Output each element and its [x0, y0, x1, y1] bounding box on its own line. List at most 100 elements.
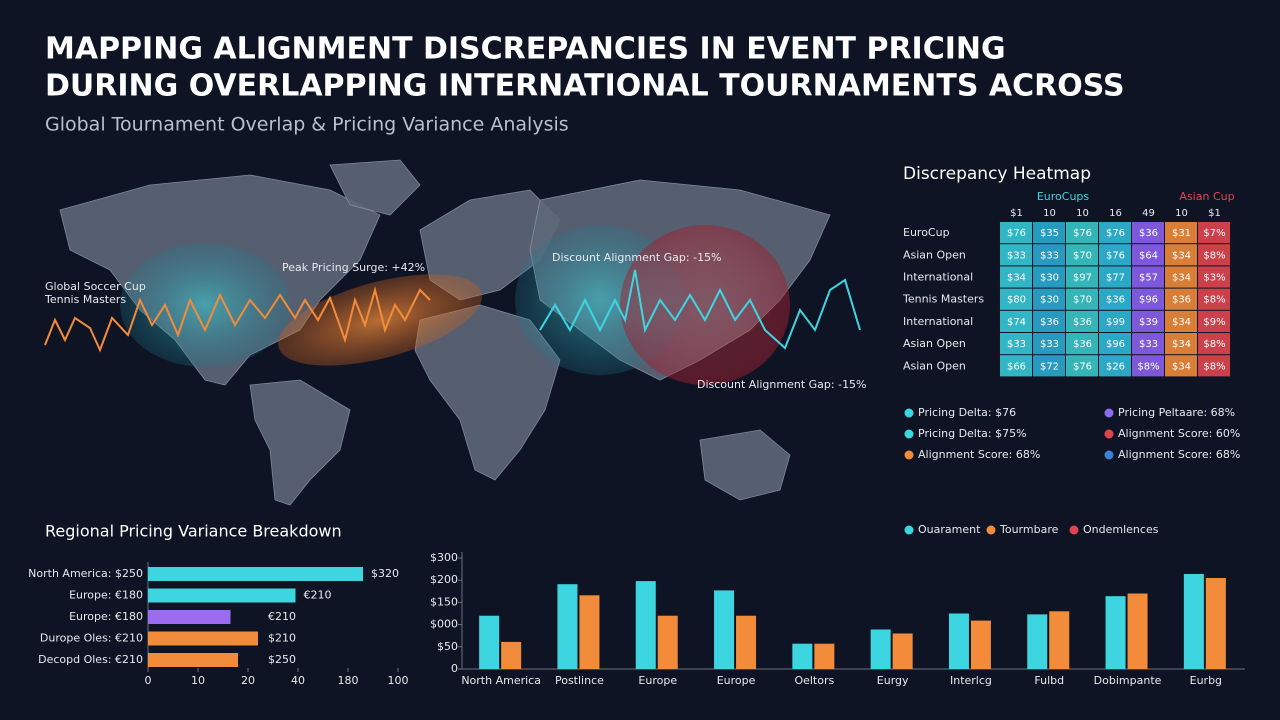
heatmap-cell: [1165, 244, 1197, 266]
content: MAPPING ALIGNMENT DISCREPANCIES IN EVENT…: [28, 32, 1245, 687]
greenland: [329, 159, 421, 216]
bar: [1049, 611, 1070, 669]
heatmap-column: 49: [1142, 208, 1155, 219]
heatmap-cell: [1132, 266, 1164, 288]
heatmap-cell: [1000, 266, 1032, 288]
bar: [1183, 573, 1204, 669]
bar: [148, 567, 363, 581]
bar: [579, 595, 600, 669]
heatmap-cell: [1000, 310, 1032, 332]
heatmap-cell: [1132, 244, 1164, 266]
map-annotation: Discount Alignment Gap: -15%: [552, 251, 722, 264]
heatmap-cell-text: $97: [1073, 273, 1092, 284]
title: MAPPING ALIGNMENT DISCREPANCIES IN EVENT…: [45, 32, 1006, 67]
heatmap-cell-text: $76: [1007, 228, 1026, 239]
heatmap-cell: [1198, 222, 1230, 244]
heatmap-cell: [1132, 333, 1164, 355]
heatmap-title: Discrepancy Heatmap: [903, 164, 1091, 184]
heatmap-cell-text: $9%: [1203, 317, 1225, 328]
heatmap-cell: [1099, 244, 1131, 266]
legend-dot: [1069, 525, 1079, 535]
heatmap-cell-text: $8%: [1203, 295, 1225, 306]
heatmap-row-label: Tennis Masters: [902, 293, 984, 306]
heatmap-cell: [1033, 310, 1065, 332]
south-america: [249, 379, 351, 506]
heatmap-cell: [1033, 355, 1065, 377]
map-annotation: Discount Alignment Gap: -15%: [697, 378, 867, 391]
heatmap-cell: [1099, 333, 1131, 355]
heatmap-cell: [1000, 244, 1032, 266]
legend-dot: [1104, 429, 1114, 439]
bar: [501, 641, 522, 669]
heatmap-cell-text: $34: [1172, 339, 1191, 350]
heatmap-cell-text: $34: [1172, 317, 1191, 328]
legend-text: Alignment Score: 68%: [918, 448, 1040, 461]
heatmap-cell-text: $99: [1106, 317, 1125, 328]
map-annotation: Peak Pricing Surge: +42%: [282, 261, 425, 274]
heatmap-cell: [1132, 310, 1164, 332]
heatmap-column: 10: [1076, 208, 1089, 219]
bar-note: €210: [268, 610, 296, 623]
y-tick-label: Europe: €180: [69, 589, 143, 602]
heatmap-cell-text: $33: [1040, 250, 1059, 261]
heatmap-column: 16: [1109, 208, 1122, 219]
heatmap-row-label: EuroCup: [903, 226, 950, 239]
x-tick-label: Postlince: [555, 674, 604, 687]
heatmap-cell: [1099, 266, 1131, 288]
heatmap-column: 10: [1175, 208, 1188, 219]
bar: [148, 610, 231, 624]
x-tick-label: 0: [145, 674, 152, 687]
bar: [1105, 596, 1126, 669]
region-glow: [278, 274, 482, 366]
legend-dot: [904, 408, 914, 418]
heatmap-cell: [1000, 355, 1032, 377]
heatmap-cell: [1198, 310, 1230, 332]
legend-text: Tourmbare: [999, 523, 1059, 536]
heatmap-cell-text: $57: [1139, 273, 1158, 284]
heatmap-cell-text: $80: [1007, 295, 1026, 306]
bar: [892, 633, 913, 669]
map-label: Tennis Masters: [44, 293, 126, 306]
legend-text: Alignment Score: 60%: [1118, 427, 1240, 440]
heatmap-cell: [1099, 288, 1131, 310]
heatmap-row-label: Asian Open: [903, 248, 966, 261]
heatmap-cell-text: $39: [1139, 317, 1158, 328]
x-tick-label: 20: [241, 674, 255, 687]
bar: [479, 615, 500, 669]
heatmap-row-label: Asian Open: [903, 337, 966, 350]
heatmap-cell: [1033, 244, 1065, 266]
legend-text: Pricing Delta: $75%: [918, 427, 1027, 440]
x-tick-label: Eurgy: [877, 674, 909, 687]
heatmap-cell: [1165, 333, 1197, 355]
heatmap-cell: [1033, 222, 1065, 244]
bar: [736, 615, 757, 669]
bar: [148, 631, 258, 646]
heatmap-cell-text: $76: [1106, 250, 1125, 261]
bar-note: $250: [268, 653, 296, 666]
heatmap-cell: [1198, 355, 1230, 377]
y-tick-label: $150: [430, 595, 458, 608]
legend-text: Alignment Score: 68%: [1118, 448, 1240, 461]
heatmap-cell-text: $30: [1040, 273, 1059, 284]
heatmap-column: $1: [1208, 208, 1221, 219]
heatmap-cell-text: $36: [1139, 228, 1158, 239]
bar: [557, 584, 578, 669]
bar: [948, 613, 969, 669]
heatmap-cell: [1165, 222, 1197, 244]
bar: [1027, 614, 1048, 669]
heatmap-row-label: Asian Open: [903, 359, 966, 372]
heatmap-cell-text: $70: [1073, 250, 1092, 261]
x-tick-label: Dobimpante: [1094, 674, 1162, 687]
heatmap-group: EuroCups: [1037, 190, 1090, 203]
trend-line: [539, 269, 861, 350]
legend-dot: [1104, 450, 1114, 460]
x-tick-label: Fulbd: [1034, 674, 1064, 687]
heatmap-cell: [1066, 355, 1098, 377]
heatmap-cell-text: $3%: [1203, 273, 1225, 284]
heatmap-cell: [1099, 222, 1131, 244]
heatmap-cell-text: $36: [1040, 317, 1059, 328]
heatmap-cell-text: $8%: [1203, 339, 1225, 350]
heatmap-cell-text: $72: [1040, 361, 1059, 372]
legend-text: Pricing Delta: $76: [918, 406, 1016, 419]
heatmap-cell: [1198, 266, 1230, 288]
